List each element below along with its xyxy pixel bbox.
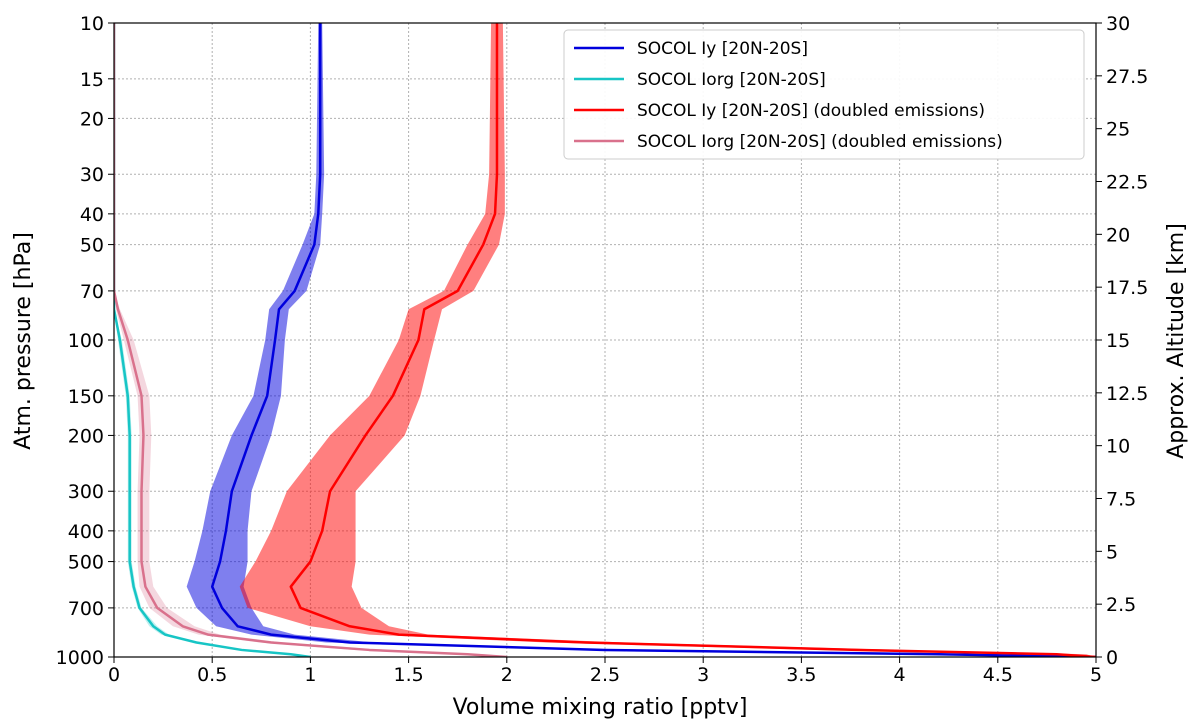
y-tick-label: 100 bbox=[68, 330, 104, 352]
series-lines bbox=[114, 23, 1096, 657]
x-tick-label: 5 bbox=[1090, 664, 1102, 686]
x-tick-label: 2.5 bbox=[590, 664, 620, 686]
legend-label-socol-iorg-20n-20s-doubled-emissions: SOCOL Iorg [20N-20S] (doubled emissions) bbox=[637, 132, 1003, 152]
x-tick-label: 0.5 bbox=[197, 664, 227, 686]
x-tick-label: 2 bbox=[501, 664, 513, 686]
y2-tick-label: 20 bbox=[1106, 224, 1130, 246]
y2-axis-ticks: 0 2.5 5 7.5 10 12.5 15 17.5 20 22.5 25 27.5 30 bbox=[1096, 13, 1148, 669]
y2-tick-label: 27.5 bbox=[1106, 66, 1148, 88]
y-tick-label: 40 bbox=[80, 204, 104, 226]
line-socol-iy-20n-20s-doubled-emissions bbox=[289, 23, 1096, 657]
x-tick-label: 3.5 bbox=[786, 664, 816, 686]
y-tick-label: 50 bbox=[80, 235, 104, 257]
y2-tick-label: 5 bbox=[1106, 541, 1118, 563]
y2-tick-label: 22.5 bbox=[1106, 172, 1148, 194]
y2-tick-label: 17.5 bbox=[1106, 277, 1148, 299]
y-tick-label: 700 bbox=[68, 598, 104, 620]
y2-tick-label: 2.5 bbox=[1106, 594, 1136, 616]
legend-label-socol-iorg-20n-20s: SOCOL Iorg [20N-20S] bbox=[637, 70, 826, 90]
x-tick-label: 1 bbox=[304, 664, 316, 686]
y2-tick-label: 30 bbox=[1106, 13, 1130, 35]
line-socol-iy-20n-20s bbox=[210, 23, 1096, 657]
x-tick-label: 4.5 bbox=[983, 664, 1013, 686]
line-socol-iorg-20n-20s bbox=[114, 23, 311, 657]
y-tick-label: 400 bbox=[68, 521, 104, 543]
x-tick-label: 3 bbox=[697, 664, 709, 686]
y2-tick-label: 10 bbox=[1106, 436, 1130, 458]
y2-axis-title: Approx. Altitude [km] bbox=[1164, 223, 1189, 459]
y-tick-label: 300 bbox=[68, 481, 104, 503]
y-tick-label: 200 bbox=[68, 425, 104, 447]
y-axis-ticks: 10 15 20 30 40 50 70 100 150 200 300 400 500 700 1000 bbox=[56, 13, 114, 669]
y-axis-title: Atm. pressure [hPa] bbox=[11, 232, 36, 450]
y-tick-label: 10 bbox=[80, 13, 104, 35]
y-tick-label: 150 bbox=[68, 386, 104, 408]
legend-box bbox=[563, 29, 1085, 160]
y-tick-label: 500 bbox=[68, 552, 104, 574]
x-tick-label: 4 bbox=[894, 664, 906, 686]
y-tick-label: 1000 bbox=[56, 647, 104, 669]
band-socol-iy-20n-20s-doubled-emissions bbox=[239, 23, 1096, 657]
band-socol-iorg-20n-20s-doubled-emissions bbox=[114, 23, 517, 657]
y2-tick-label: 7.5 bbox=[1106, 489, 1136, 511]
line-socol-iorg-20n-20s-doubled-emissions bbox=[114, 23, 507, 657]
band-socol-iorg-20n-20s bbox=[114, 23, 315, 657]
legend-label-socol-iy-20n-20s-doubled-emissions: SOCOL Iy [20N-20S] (doubled emissions) bbox=[637, 101, 985, 121]
x-axis-title: Volume mixing ratio [pptv] bbox=[453, 695, 748, 720]
y2-tick-label: 12.5 bbox=[1106, 383, 1148, 405]
uncertainty-bands bbox=[114, 23, 1096, 657]
legend-label-socol-iy-20n-20s: SOCOL Iy [20N-20S] bbox=[637, 39, 808, 59]
y-tick-label: 30 bbox=[80, 164, 104, 186]
y2-tick-label: 25 bbox=[1106, 119, 1130, 141]
y2-tick-label: 15 bbox=[1106, 330, 1130, 352]
y-tick-label: 70 bbox=[80, 281, 104, 303]
x-tick-label: 1.5 bbox=[393, 664, 423, 686]
y-tick-label: 20 bbox=[80, 108, 104, 130]
x-tick-label: 0 bbox=[108, 664, 120, 686]
y2-tick-label: 0 bbox=[1106, 647, 1118, 669]
y-tick-label: 15 bbox=[80, 69, 104, 91]
x-axis-ticks: 0 0.5 1 1.5 2 2.5 3 3.5 4 4.5 5 bbox=[108, 657, 1102, 686]
legend: SOCOL Iy [20N-20S] SOCOL Iorg [20N-20S] SO… bbox=[563, 29, 1085, 160]
